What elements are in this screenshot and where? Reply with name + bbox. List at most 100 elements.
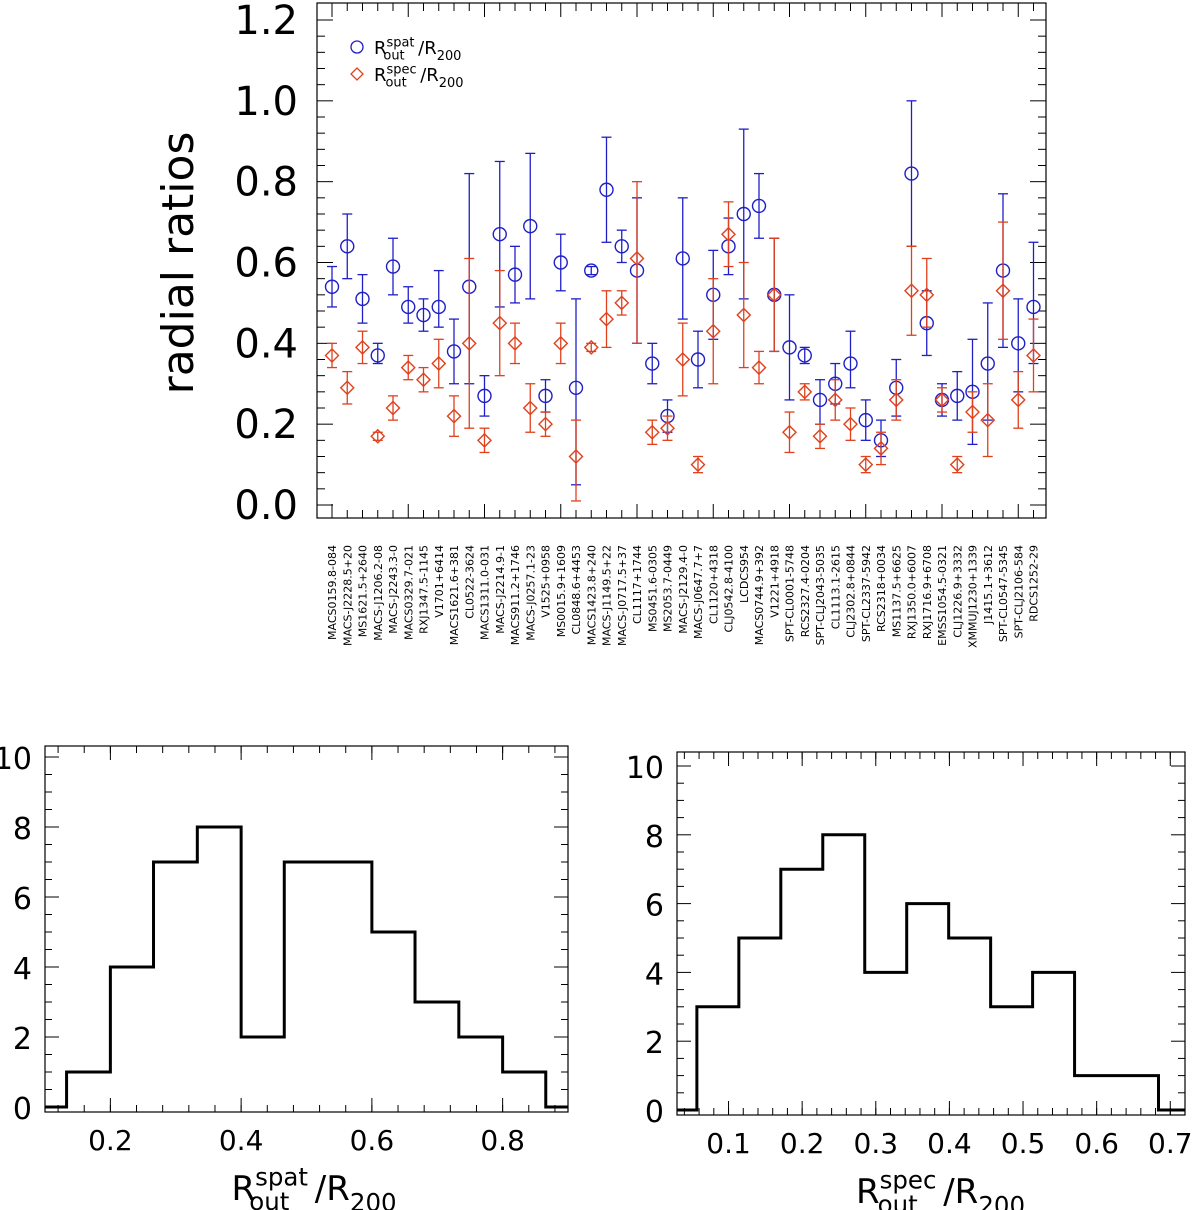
data-point-diamond bbox=[949, 457, 965, 473]
category-label: SPT-CL0547-5345 bbox=[997, 545, 1010, 642]
histogram-bin bbox=[372, 932, 415, 1107]
data-point-diamond bbox=[629, 250, 645, 266]
legend-label: Rspec out /R200 bbox=[374, 62, 464, 90]
category-label: MACS-J2214.9-1 bbox=[494, 545, 507, 634]
data-point-circle bbox=[538, 388, 553, 404]
category-label: CL1117+1744 bbox=[631, 545, 644, 624]
category-label: XMMUJ1230+1339 bbox=[967, 545, 980, 648]
category-label: MACS911.2+1746 bbox=[509, 545, 522, 645]
data-point-diamond bbox=[797, 384, 813, 400]
data-point-circle bbox=[858, 412, 873, 428]
histogram-bin bbox=[823, 835, 865, 1110]
histogram-bin bbox=[328, 862, 372, 1107]
data-point-circle bbox=[736, 206, 751, 222]
x-tick-label: 0.2 bbox=[780, 1127, 825, 1160]
category-label: J1415.1+3612 bbox=[982, 545, 995, 625]
x-tick-label: 0.2 bbox=[88, 1124, 133, 1157]
x-tick-label: 0.3 bbox=[854, 1127, 899, 1160]
histogram-spec: 0 2 4 6 8 10 0.1 0.2 0.3 0.4 0.5 0.6 0.7 Rspec out /R2… bbox=[626, 751, 1193, 1210]
data-point-diamond bbox=[416, 372, 431, 388]
histogram-spat: 0 2 4 6 8 10 0.2 0.4 0.6 0.8 Rspat out /R200 bbox=[0, 742, 569, 1210]
data-point-diamond bbox=[980, 412, 996, 428]
data-point-diamond bbox=[461, 335, 477, 351]
y-tick-label: 8 bbox=[645, 820, 664, 855]
category-label: MACS-J1206.2-08 bbox=[372, 545, 385, 641]
data-point-circle bbox=[568, 380, 584, 395]
category-label: V1701+6414 bbox=[433, 545, 446, 618]
data-point-diamond bbox=[934, 392, 950, 408]
data-point-diamond bbox=[858, 457, 874, 473]
data-point-diamond bbox=[1026, 347, 1041, 363]
data-point-circle bbox=[446, 344, 462, 359]
data-point-circle bbox=[690, 352, 706, 367]
data-point-circle bbox=[904, 166, 919, 181]
data-point-diamond bbox=[690, 457, 706, 473]
data-point-diamond bbox=[477, 432, 492, 448]
data-point-circle bbox=[401, 299, 416, 315]
legend-label: Rspat out /R200 bbox=[374, 35, 461, 63]
data-point-circle bbox=[980, 356, 995, 371]
data-point-diamond bbox=[721, 226, 736, 242]
data-point-circle bbox=[843, 356, 858, 371]
category-label: RXJ1350.0+6007 bbox=[906, 545, 919, 639]
histogram-bin bbox=[1117, 1076, 1159, 1110]
category-label: MACS-J2243.3-0 bbox=[387, 545, 400, 634]
x-tick-label: 0.6 bbox=[350, 1124, 395, 1157]
category-label: SPT-CLJ2106-584 bbox=[1012, 545, 1025, 638]
data-point-circle bbox=[1026, 299, 1041, 315]
x-tick-label: 0.5 bbox=[1001, 1127, 1046, 1160]
data-point-circle bbox=[385, 259, 401, 274]
category-label: MACS1621.6+381 bbox=[448, 545, 461, 645]
data-point-diamond bbox=[766, 287, 782, 303]
y-tick-label: 0.2 bbox=[234, 402, 298, 448]
data-point-circle bbox=[584, 263, 599, 278]
category-label: CLJ0542.8-4100 bbox=[723, 545, 736, 633]
x-tick-label: 0.4 bbox=[927, 1127, 972, 1160]
data-point-diamond bbox=[599, 311, 614, 327]
data-point-circle bbox=[492, 227, 507, 242]
category-label: LCDCS954 bbox=[738, 545, 751, 603]
histogram-bin bbox=[284, 862, 328, 1107]
category-label: MACS0744.9+392 bbox=[753, 545, 766, 645]
data-point-diamond bbox=[736, 307, 752, 323]
histogram-bin bbox=[459, 1037, 503, 1107]
histogram-bin bbox=[907, 904, 949, 1110]
y-tick-label: 2 bbox=[645, 1026, 664, 1061]
data-point-diamond bbox=[812, 428, 828, 444]
category-label: CLJ2302.8+0844 bbox=[845, 545, 858, 638]
data-point-circle bbox=[614, 239, 629, 254]
y-tick-label: 0 bbox=[13, 1092, 32, 1127]
y-tick-label: 0.8 bbox=[234, 160, 298, 206]
category-label: EMSS1054.5-0321 bbox=[936, 545, 949, 646]
category-label: CL0522-3624 bbox=[463, 545, 476, 619]
histogram-bin bbox=[197, 827, 241, 1107]
category-label: CLJ1226.9+3332 bbox=[951, 545, 964, 638]
y-tick-label: 2 bbox=[13, 1022, 32, 1057]
data-point-diamond bbox=[522, 400, 538, 416]
y-tick-label: 0.0 bbox=[234, 483, 298, 529]
category-label: MACS-J0647.7+7 bbox=[692, 545, 705, 639]
category-label: RCS2318+0034 bbox=[875, 545, 888, 632]
y-tick-label: 8 bbox=[13, 812, 32, 847]
y-tick-label: 6 bbox=[13, 882, 32, 917]
histogram-bin bbox=[503, 1072, 546, 1107]
y-tick-label: 10 bbox=[0, 742, 32, 777]
x-axis-title: Rspat out /R200 bbox=[232, 1163, 397, 1210]
x-tick-label: 0.7 bbox=[1148, 1127, 1193, 1160]
histogram-bin bbox=[1033, 972, 1075, 1110]
data-point-circle bbox=[782, 340, 797, 355]
data-point-diamond bbox=[431, 356, 447, 372]
category-label: MACS-J1149.5+22 bbox=[601, 545, 614, 646]
category-label: MACS-J2129.4-0 bbox=[677, 545, 690, 634]
category-label: MS0015.9+1609 bbox=[555, 545, 568, 637]
category-label: SPT-CL0001-5748 bbox=[784, 545, 797, 642]
data-point-circle bbox=[416, 307, 431, 323]
category-label: SPT-CLJ2043-5035 bbox=[814, 545, 827, 645]
histogram-bin bbox=[1075, 1076, 1117, 1110]
y-tick-label: 6 bbox=[645, 889, 664, 924]
data-point-circle bbox=[675, 251, 690, 266]
data-point-circle bbox=[797, 348, 812, 363]
plot-frame bbox=[316, 2, 1047, 519]
histogram-step-line bbox=[45, 825, 568, 1109]
data-point-circle bbox=[1011, 336, 1026, 351]
